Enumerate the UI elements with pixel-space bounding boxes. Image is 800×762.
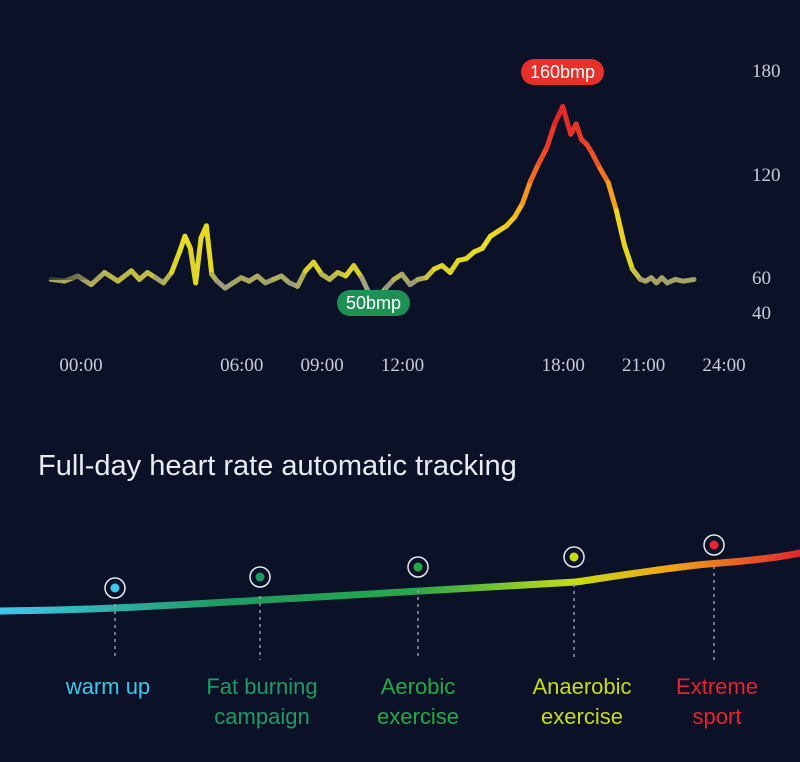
zone-label-line: warm up — [65, 674, 151, 699]
x-tick-label: 09:00 — [300, 355, 344, 376]
zone-label-line: exercise — [541, 704, 623, 729]
heart-rate-segment — [613, 207, 627, 248]
heart-rate-segment — [597, 166, 611, 186]
heart-rate-segment — [536, 145, 550, 167]
zone-label-line: campaign — [214, 704, 310, 729]
zone-label-line: Aerobic — [380, 674, 456, 699]
heart-rate-segment — [115, 268, 134, 284]
intensity-ribbon-line — [0, 549, 800, 615]
zone-label-line: Extreme — [676, 674, 758, 699]
heart-rate-segment — [169, 249, 183, 276]
zone-marker-extreme — [703, 534, 725, 660]
zone-ring — [104, 577, 126, 599]
heart-rate-segment — [544, 121, 558, 151]
zone-ring — [407, 556, 429, 578]
heart-rate-segment — [621, 242, 635, 272]
zone-label-fat-burning: Fat burning campaign — [187, 672, 337, 732]
right-fade — [690, 200, 760, 280]
x-tick-label: 06:00 — [220, 355, 264, 376]
zone-ring — [703, 534, 725, 556]
y-tick-label: 180 — [752, 61, 781, 82]
zone-label-line: exercise — [377, 704, 459, 729]
peak-heart-rate-badge: 160bmp — [521, 59, 605, 85]
x-tick-label: 18:00 — [541, 355, 585, 376]
zone-dot — [110, 583, 120, 593]
heart-rate-segment — [193, 235, 204, 286]
zone-dot — [413, 562, 423, 572]
y-tick-label: 120 — [752, 164, 781, 186]
heart-rate-segment — [520, 178, 534, 206]
zone-dot — [569, 552, 579, 562]
heart-rate-segment — [605, 180, 619, 213]
y-tick-label: 40 — [752, 303, 771, 324]
heart-rate-segment — [203, 223, 215, 277]
zone-label-line: Fat burning — [206, 674, 318, 699]
zone-ring — [563, 546, 585, 568]
zone-marker-fat-burning — [249, 566, 271, 660]
page-title: Full-day heart rate automatic tracking — [38, 450, 517, 482]
zone-label-extreme: Extreme sport — [642, 672, 792, 732]
zone-ring — [249, 566, 271, 588]
zone-dot — [255, 572, 265, 582]
zone-label-line: sport — [692, 704, 742, 729]
heart-rate-segment — [294, 268, 309, 289]
x-tick-label: 00:00 — [59, 355, 103, 376]
heart-rate-segment — [589, 150, 603, 172]
heart-rate-segment — [102, 270, 121, 284]
heart-rate-segment — [511, 200, 526, 220]
zone-label-line: Anaerobic — [532, 674, 632, 699]
zone-label-anaerobic: Anaerobic exercise — [507, 672, 657, 732]
zone-marker-anaerobic — [563, 546, 585, 660]
zone-marker-aerobic — [407, 556, 429, 660]
x-tick-label: 24:00 — [702, 355, 746, 376]
y-tick-label: 60 — [752, 268, 771, 290]
zone-label-warm-up: warm up — [33, 672, 183, 702]
x-tick-label: 21:00 — [621, 355, 666, 376]
zone-dot — [709, 540, 719, 550]
lowest-heart-rate-badge: 50bmp — [337, 290, 411, 316]
zone-label-aerobic: Aerobic exercise — [343, 672, 493, 732]
heart-rate-segment — [573, 121, 584, 142]
heart-rate-segment — [528, 161, 542, 184]
x-tick-label: 12:00 — [380, 355, 425, 376]
zone-marker-warm-up — [104, 577, 126, 660]
heart-rate-segment — [560, 104, 574, 137]
left-fade — [30, 200, 100, 280]
